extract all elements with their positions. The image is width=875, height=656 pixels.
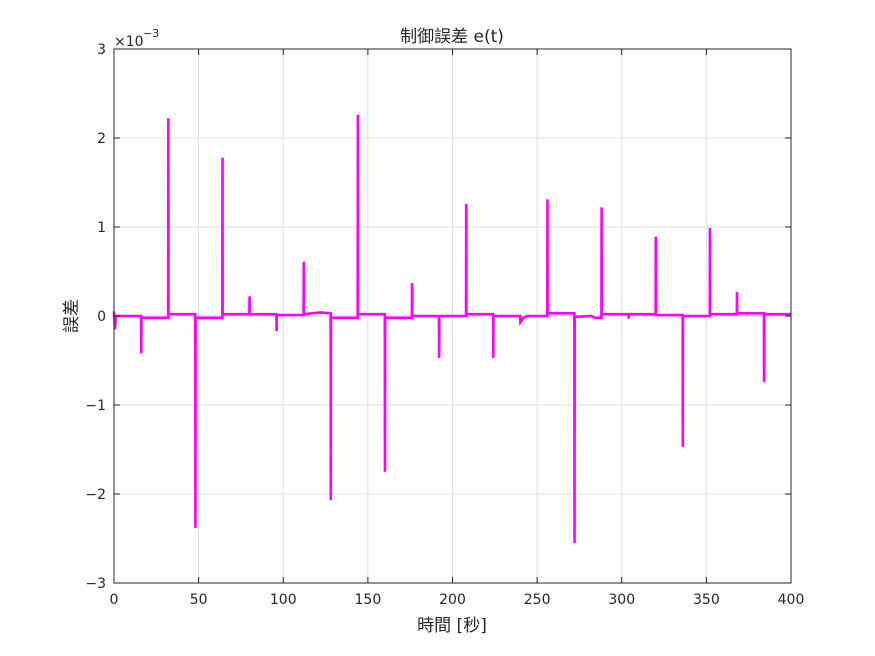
x-tick-label: 250 <box>524 592 551 608</box>
y-axis-title: 誤差 <box>62 299 82 333</box>
x-tick-label: 50 <box>190 592 208 608</box>
y-tick-label: 3 <box>97 42 106 58</box>
chart-title: 制御誤差 e(t) <box>400 27 504 47</box>
y-tick-label: −2 <box>85 487 106 503</box>
series-layer <box>112 114 791 543</box>
x-axis-title: 時間 [秒] <box>417 616 487 636</box>
y-tick-label: 2 <box>97 131 106 147</box>
y-tick-label: 0 <box>97 309 106 325</box>
x-tick-label: 300 <box>608 592 635 608</box>
x-tick-labels: 0 50 100 150 200 250 300 350 400 <box>110 592 805 608</box>
exponent-base: ×10 <box>114 34 144 50</box>
y-tick-label: −3 <box>85 576 106 592</box>
error-series-line <box>112 114 791 543</box>
exponent-power: −3 <box>143 27 159 40</box>
x-tick-label: 100 <box>270 592 297 608</box>
x-tick-label: 400 <box>778 592 805 608</box>
x-tick-label: 150 <box>355 592 382 608</box>
tick-marks <box>113 48 792 584</box>
x-tick-label: 200 <box>439 592 466 608</box>
y-tick-label: 1 <box>97 220 106 236</box>
y-tick-labels: −3 −2 −1 0 1 2 3 <box>85 42 106 592</box>
x-tick-label: 350 <box>693 592 720 608</box>
y-exponent-label: ×10 −3 <box>114 27 159 50</box>
y-tick-label: −1 <box>85 398 106 414</box>
x-tick-label: 0 <box>110 592 119 608</box>
